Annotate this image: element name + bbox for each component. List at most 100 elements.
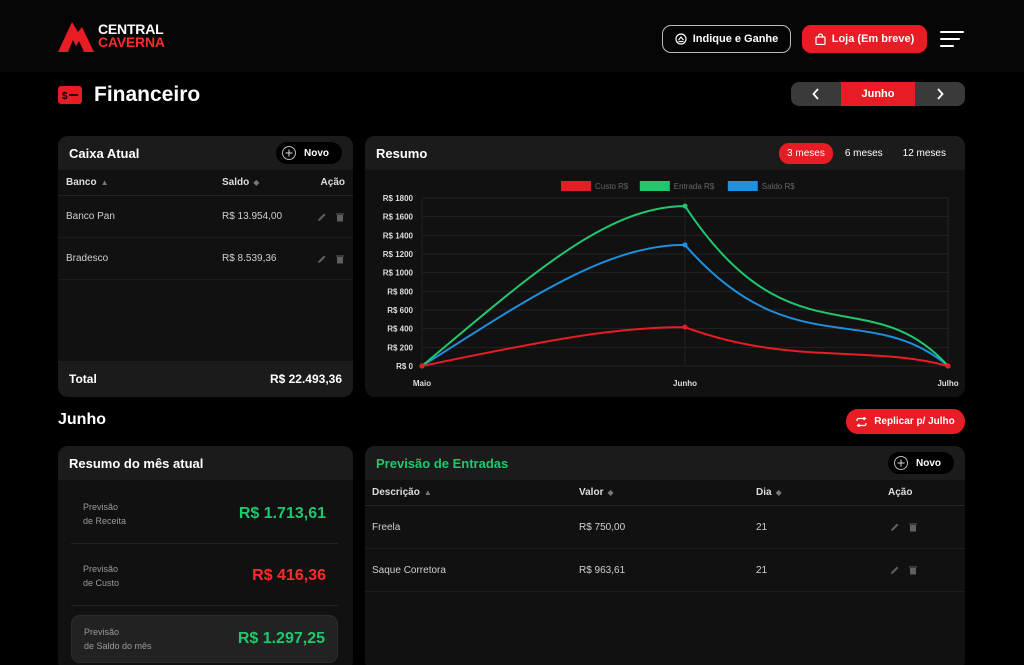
data-point <box>682 203 688 209</box>
y-tick-label: R$ 400 <box>387 325 413 334</box>
chevron-right-icon <box>937 88 944 100</box>
page-heading: $ Financeiro <box>58 83 200 107</box>
entrada-valor: R$ 963,61 <box>579 564 626 576</box>
trash-icon[interactable] <box>335 212 345 222</box>
tab-12-meses[interactable]: 12 meses <box>902 147 946 159</box>
data-point <box>682 242 688 248</box>
sort-icon: ◆ <box>607 488 614 497</box>
resumo-mes-title: Resumo do mês atual <box>69 455 204 471</box>
y-tick-label: R$ 1400 <box>383 231 414 240</box>
resumo-card: Resumo 3 meses 6 meses 12 meses R$ 0 R$ 2… <box>365 136 965 397</box>
entrada-valor: R$ 750,00 <box>579 521 626 533</box>
custo-value: R$ 416,36 <box>252 566 326 584</box>
entrada-descricao: Freela <box>372 521 401 533</box>
plus-circle-icon <box>282 146 296 160</box>
y-tick-label: R$ 1800 <box>383 194 414 203</box>
trash-icon[interactable] <box>335 254 345 264</box>
hamburger-menu-icon[interactable] <box>940 30 964 48</box>
logo[interactable]: CENTRAL CAVERNA <box>58 20 165 52</box>
saldo-label-1: Previsão <box>84 627 120 637</box>
edit-pencil-icon[interactable] <box>317 254 327 264</box>
banco-saldo: R$ 8.539,36 <box>222 253 277 264</box>
trash-icon[interactable] <box>908 565 918 575</box>
replicar-label: Replicar p/ Julho <box>874 416 955 427</box>
edit-pencil-icon[interactable] <box>890 565 900 575</box>
loja-label: Loja (Em breve) <box>831 33 915 45</box>
data-point <box>682 324 688 330</box>
resumo-header: Resumo 3 meses 6 meses 12 meses <box>365 136 965 170</box>
sort-asc-icon: ▲ <box>100 178 109 187</box>
y-tick-label: R$ 800 <box>387 287 413 296</box>
svg-text:$: $ <box>62 91 68 102</box>
caixa-header: Caixa Atual Novo <box>58 136 353 170</box>
previsao-receita-row: Previsão de Receita R$ 1.713,61 <box>71 484 338 544</box>
previsao-custo-row: Previsão de Custo R$ 416,36 <box>71 546 338 606</box>
gift-icon <box>675 33 687 45</box>
page-title: Financeiro <box>94 83 201 106</box>
entradas-header: Previsão de Entradas Novo <box>365 446 965 480</box>
entradas-novo-button[interactable]: Novo <box>888 452 954 474</box>
resumo-line-chart: R$ 0 R$ 200 R$ 400 R$ 600 R$ 800 R$ 1000 R$ 12… <box>383 181 959 388</box>
trash-icon[interactable] <box>908 522 918 532</box>
table-row: Freela R$ 750,00 21 <box>365 506 965 549</box>
y-tick-label: R$ 600 <box>387 306 413 315</box>
caixa-title: Caixa Atual <box>69 145 140 161</box>
entrada-dia: 21 <box>756 564 768 576</box>
period-tabs: 3 meses 6 meses 12 meses <box>779 142 954 164</box>
edit-pencil-icon[interactable] <box>317 212 327 222</box>
y-tick-label: R$ 0 <box>396 362 413 371</box>
col-dia[interactable]: Dia ◆ <box>756 487 782 498</box>
custo-label-1: Previsão <box>83 563 119 574</box>
col-banco[interactable]: Banco ▲ <box>66 177 109 188</box>
data-point <box>945 363 951 369</box>
y-tick-label: R$ 1000 <box>383 269 414 278</box>
col-saldo[interactable]: Saldo ◆ <box>222 177 260 188</box>
entradas-novo-label: Novo <box>916 457 941 469</box>
banco-saldo: R$ 13.954,00 <box>222 211 283 222</box>
legend-label: Saldo R$ <box>762 182 795 191</box>
col-valor[interactable]: Valor ◆ <box>579 487 614 498</box>
resumo-mes-card: Resumo do mês atual Previsão de Receita R… <box>58 446 353 665</box>
caixa-novo-button[interactable]: Novo <box>276 142 342 164</box>
tab-6-meses[interactable]: 6 meses <box>844 147 883 159</box>
custo-label-2: de Custo <box>83 577 120 588</box>
replicar-button[interactable]: Replicar p/ Julho <box>846 409 965 434</box>
caixa-table-header: Banco ▲ Saldo ◆ Ação <box>58 170 353 196</box>
entradas-table-header: Descrição ▲ Valor ◆ Dia ◆ Ação <box>365 480 965 506</box>
table-row: Saque Corretora R$ 963,61 21 <box>365 549 965 592</box>
shopping-bag-icon <box>815 33 826 45</box>
caixa-total-row: Total R$ 22.493,36 <box>58 361 353 397</box>
legend-swatch <box>561 181 591 191</box>
total-value: R$ 22.493,36 <box>269 372 342 386</box>
x-tick-label: Maio <box>413 379 431 388</box>
saldo-value: R$ 1.297,25 <box>237 630 325 647</box>
sort-icon: ◆ <box>253 178 260 187</box>
logo-text-line1: CENTRAL <box>98 21 164 37</box>
caixa-atual-card: Caixa Atual Novo Banco ▲ Saldo ◆ Ação Banc… <box>58 136 353 397</box>
entradas-title: Previsão de Entradas <box>376 455 509 471</box>
chevron-left-icon <box>812 88 819 100</box>
loja-button[interactable]: Loja (Em breve) <box>802 25 927 53</box>
y-tick-label: R$ 1600 <box>383 213 414 222</box>
receita-label-2: de Receita <box>83 515 127 526</box>
top-bar: CENTRAL CAVERNA Indique e Ganhe Loja (Em… <box>0 0 1024 72</box>
table-row: Banco Pan R$ 13.954,00 <box>58 196 353 238</box>
indique-label: Indique e Ganhe <box>692 33 779 45</box>
col-descricao[interactable]: Descrição ▲ <box>372 487 432 498</box>
col-acao: Ação <box>320 177 345 188</box>
previsao-entradas-card: Previsão de Entradas Novo Descrição ▲ Val… <box>365 446 965 665</box>
series-line <box>421 205 949 367</box>
month-navigator: Junho <box>791 82 965 106</box>
resumo-title: Resumo <box>376 145 428 161</box>
receita-value: R$ 1.713,61 <box>238 504 326 522</box>
tab-3-meses[interactable]: 3 meses <box>779 142 833 164</box>
resumo-mes-header: Resumo do mês atual <box>58 446 353 480</box>
next-month-button[interactable] <box>915 82 965 106</box>
legend-swatch <box>727 181 758 191</box>
edit-pencil-icon[interactable] <box>890 522 900 532</box>
money-bill-icon: $ <box>58 86 82 104</box>
total-label: Total <box>69 372 97 386</box>
prev-month-button[interactable] <box>791 82 841 106</box>
repeat-icon <box>856 416 867 427</box>
indique-e-ganhe-button[interactable]: Indique e Ganhe <box>662 25 791 53</box>
